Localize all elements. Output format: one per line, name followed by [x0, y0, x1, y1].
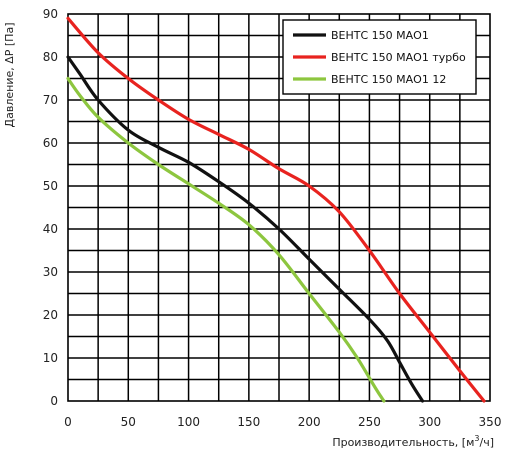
x-tick-label: 150 [237, 415, 260, 429]
legend-entry: ВЕНТС 150 МАО1 [331, 29, 429, 42]
series-line [66, 76, 386, 403]
legend-entry: ВЕНТС 150 МАО1 12 [331, 73, 446, 86]
curves [66, 16, 486, 403]
y-tick-label: 20 [43, 308, 58, 322]
y-tick-label: 90 [43, 7, 58, 21]
x-tick-label: 300 [418, 415, 441, 429]
x-tick-label: 50 [121, 415, 136, 429]
y-tick-label: 0 [50, 394, 58, 408]
legend-entry: ВЕНТС 150 МАО1 турбо [331, 51, 466, 64]
tick-labels: 0 50 100 150 200 250 300 350 0 10 20 30 40 50 60 70 80 90 [43, 7, 502, 429]
y-tick-label: 60 [43, 136, 58, 150]
y-axis-label: Давление, ΔP [Па] [3, 23, 16, 128]
x-axis-label: Производительность, [м3/ч] [332, 434, 494, 449]
y-tick-label: 70 [43, 93, 58, 107]
y-tick-label: 10 [43, 351, 58, 365]
x-tick-label: 200 [298, 415, 321, 429]
x-tick-label: 0 [64, 415, 72, 429]
series-line [66, 16, 486, 403]
x-tick-label: 250 [358, 415, 381, 429]
y-tick-label: 50 [43, 179, 58, 193]
series-line [66, 55, 425, 403]
y-tick-label: 40 [43, 222, 58, 236]
y-tick-label: 30 [43, 265, 58, 279]
y-tick-label: 80 [43, 50, 58, 64]
legend: ВЕНТС 150 МАО1 ВЕНТС 150 МАО1 турбо ВЕНТС … [282, 19, 477, 95]
x-tick-label: 350 [479, 415, 502, 429]
x-tick-label: 100 [177, 415, 200, 429]
